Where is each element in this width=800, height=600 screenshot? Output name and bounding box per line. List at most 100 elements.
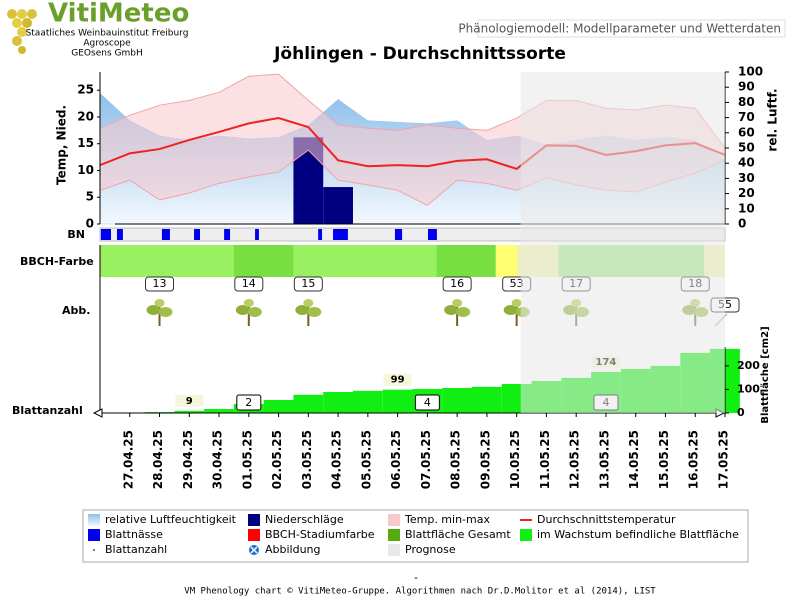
x-tick-label: 15.05.25 xyxy=(657,430,671,489)
x-tick-label: 27.04.25 xyxy=(121,430,135,489)
leaf xyxy=(503,305,518,315)
x-tick-label: 04.05.25 xyxy=(330,430,344,489)
leaf-wetness xyxy=(333,229,348,240)
tab-label[interactable]: Phänologiemodell: Modellparameter und We… xyxy=(458,22,781,36)
legend-symbol xyxy=(520,529,532,541)
forecast-overlay xyxy=(520,72,725,413)
y2-tick-label: 60 xyxy=(738,125,755,139)
chart-title: Jöhlingen - Durchschnittssorte xyxy=(273,44,566,64)
legend-symbol xyxy=(93,549,95,551)
x-tick-label: 07.05.25 xyxy=(419,430,433,489)
y-tick-label: 25 xyxy=(77,83,94,97)
y2-axis-label: rel. Luftf. xyxy=(766,88,780,151)
leaf-wetness xyxy=(224,229,231,240)
stage-box xyxy=(234,276,264,292)
y-tick-label: 20 xyxy=(77,109,94,123)
x-tick-label: 29.04.25 xyxy=(181,430,195,489)
leaf-area-bar xyxy=(442,388,473,413)
bbch-segment xyxy=(100,245,234,277)
bbch-segment xyxy=(436,245,496,277)
leaf-wetness xyxy=(194,229,200,240)
legend-label: BBCH-Stadiumfarbe xyxy=(265,528,375,541)
y-tick-label: 10 xyxy=(77,163,94,177)
value-label: 99 xyxy=(391,375,405,386)
logo-text: VitiMeteo xyxy=(48,0,189,29)
leaf-wetness xyxy=(394,229,403,240)
y2-tick-label: 40 xyxy=(738,156,755,170)
org: Agroscope xyxy=(83,39,131,49)
leaf-area-bar xyxy=(204,408,234,413)
leaf-area-bar xyxy=(352,390,383,413)
x-tick-label: 30.04.25 xyxy=(211,430,225,489)
y2-tick-label: 70 xyxy=(738,110,755,124)
leaf xyxy=(154,299,165,307)
legend-label: im Wachstum befindliche Blattfläche xyxy=(537,528,739,541)
legend-label: Blattnässe xyxy=(105,528,163,541)
x-tick-label: 02.05.25 xyxy=(270,430,284,489)
stage-label: 14 xyxy=(242,277,256,290)
stage-icon xyxy=(444,299,471,326)
x-tick-label: 16.05.25 xyxy=(687,430,701,489)
x-tick-label: 10.05.25 xyxy=(508,430,522,489)
legend xyxy=(82,509,749,563)
value-label-box xyxy=(175,394,204,407)
count-box xyxy=(414,394,440,411)
y2-tick-label: 20 xyxy=(738,186,755,200)
leaf xyxy=(295,305,310,315)
stage-box xyxy=(442,276,472,292)
leaf-area-bar xyxy=(323,392,353,413)
leaf xyxy=(511,299,522,307)
x-tick-label: 12.05.25 xyxy=(568,430,582,489)
leaf-wetness xyxy=(255,229,259,240)
org: Staatliches Weinbauinstitut Freiburg xyxy=(26,29,189,39)
leaf xyxy=(235,305,250,315)
x-tick-label: 11.05.25 xyxy=(538,430,552,489)
value-label-box xyxy=(383,373,412,386)
stage-label: 13 xyxy=(153,277,167,290)
y2-tick-label: 0 xyxy=(738,217,746,231)
dash: - xyxy=(414,571,418,584)
legend-label: Blattanzahl xyxy=(105,543,167,556)
legend-symbol xyxy=(88,514,100,526)
leaf xyxy=(452,299,463,307)
bbch-segment xyxy=(233,245,294,277)
stage-label: 16 xyxy=(450,277,464,290)
leaf-tick-label: 100 xyxy=(737,382,760,395)
x-tick-label: 06.05.25 xyxy=(389,430,403,489)
y-tick-label: 15 xyxy=(77,136,94,150)
y2-tick-label: 50 xyxy=(738,141,755,155)
y-tick-label: 5 xyxy=(86,190,94,204)
row-label: BN xyxy=(67,228,85,241)
leaf-tick-label: 0 xyxy=(737,406,745,419)
y2-tick-label: 30 xyxy=(738,171,755,185)
leaf-area-bar xyxy=(293,394,324,413)
legend-label: Abbildung xyxy=(265,543,321,556)
x-tick-label: 01.05.25 xyxy=(240,430,254,489)
legend-symbol xyxy=(248,514,260,526)
legend-symbol xyxy=(250,546,258,554)
leaf-wetness xyxy=(116,229,123,240)
x-tick-label: 05.05.25 xyxy=(359,430,373,489)
y2-tick-label: 100 xyxy=(738,65,763,79)
leaf-count: 2 xyxy=(245,396,252,409)
stage-icon xyxy=(295,299,322,326)
leaf xyxy=(307,307,322,317)
leaf-area-bar xyxy=(382,389,413,413)
stage-icon xyxy=(146,299,173,326)
legend-label: Niederschläge xyxy=(265,513,344,526)
x-tick-label: 17.05.25 xyxy=(717,430,731,489)
leaf-wetness xyxy=(161,229,170,240)
value-label: 9 xyxy=(186,396,193,407)
x-tick-label: 13.05.25 xyxy=(597,430,611,489)
leaf-wetness xyxy=(318,229,323,240)
tab[interactable] xyxy=(477,19,786,38)
stage-label: 53 xyxy=(510,277,524,290)
leaf xyxy=(303,299,314,307)
legend-symbol xyxy=(388,529,400,541)
leaf-area-bar xyxy=(174,410,205,413)
stage-box xyxy=(145,276,175,292)
leaf-wetness xyxy=(427,229,437,240)
leaf-area-bar xyxy=(263,400,294,413)
leaf-wetness xyxy=(100,229,112,240)
